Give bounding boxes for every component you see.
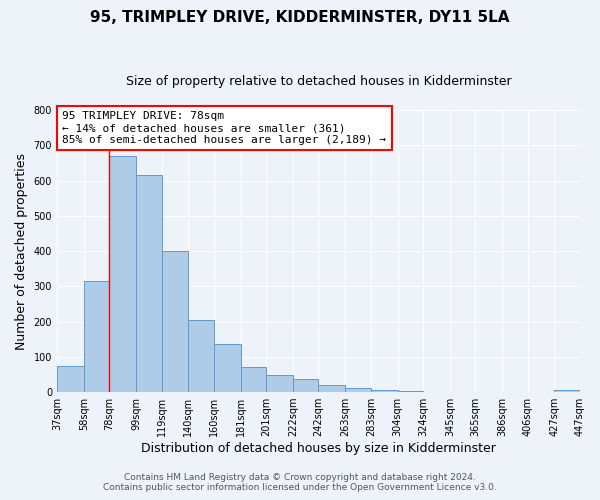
Bar: [319, 385, 345, 392]
Bar: [266, 375, 293, 392]
Text: 95 TRIMPLEY DRIVE: 78sqm
← 14% of detached houses are smaller (361)
85% of semi-: 95 TRIMPLEY DRIVE: 78sqm ← 14% of detach…: [62, 112, 386, 144]
Bar: [161, 251, 188, 392]
X-axis label: Distribution of detached houses by size in Kidderminster: Distribution of detached houses by size …: [141, 442, 496, 455]
Bar: [188, 320, 214, 392]
Bar: [293, 378, 319, 392]
Bar: [214, 344, 241, 392]
Bar: [109, 156, 136, 392]
Text: Contains HM Land Registry data © Crown copyright and database right 2024.
Contai: Contains HM Land Registry data © Crown c…: [103, 473, 497, 492]
Bar: [345, 388, 371, 392]
Bar: [57, 366, 84, 392]
Text: 95, TRIMPLEY DRIVE, KIDDERMINSTER, DY11 5LA: 95, TRIMPLEY DRIVE, KIDDERMINSTER, DY11 …: [90, 10, 510, 25]
Title: Size of property relative to detached houses in Kidderminster: Size of property relative to detached ho…: [125, 75, 511, 88]
Bar: [554, 390, 580, 392]
Bar: [241, 368, 266, 392]
Bar: [84, 281, 109, 392]
Y-axis label: Number of detached properties: Number of detached properties: [15, 152, 28, 350]
Bar: [371, 390, 398, 392]
Bar: [136, 175, 161, 392]
